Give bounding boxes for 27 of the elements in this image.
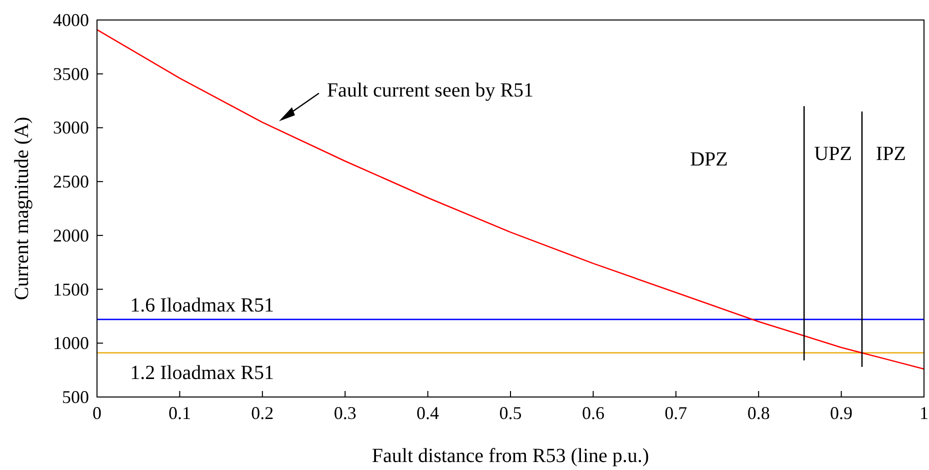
x-tick-label: 0.1: [168, 403, 191, 423]
x-tick-label: 0.8: [747, 403, 770, 423]
y-tick-label: 1000: [53, 333, 89, 354]
y-tick-label: 1500: [53, 279, 89, 300]
x-tick-label: 0.7: [664, 403, 688, 423]
annotation: DPZ: [690, 148, 728, 170]
x-tick-label: 0.3: [334, 403, 356, 423]
y-tick-label: 500: [62, 387, 89, 407]
annotation: IPZ: [876, 143, 906, 166]
x-tick-label: 0.9: [830, 403, 853, 423]
x-axis-title: Fault distance from R53 (line p.u.): [372, 445, 650, 467]
y-tick-label: 3000: [53, 118, 89, 138]
annotation: Fault current seen by R51: [326, 79, 534, 102]
x-tick-label: 0.2: [251, 403, 274, 423]
x-tick-label: 0.6: [582, 403, 604, 423]
y-tick-label: 2000: [53, 225, 89, 246]
y-tick-label: 4000: [53, 10, 89, 30]
ref-line-label: 1.6 Iloadmax R51: [130, 294, 274, 316]
ref-line-label: 1.2 Iloadmax R51: [130, 362, 274, 384]
annotation: UPZ: [814, 143, 852, 166]
y-tick-label: 3500: [53, 64, 89, 84]
y-axis-title: Current magnitude (A): [11, 116, 33, 300]
x-tick-label: 0: [92, 403, 102, 423]
x-tick-label: 0.5: [499, 403, 522, 423]
y-tick-label: 2500: [53, 172, 89, 192]
x-tick-label: 1: [920, 403, 928, 423]
x-tick-label: 0.4: [416, 403, 440, 423]
